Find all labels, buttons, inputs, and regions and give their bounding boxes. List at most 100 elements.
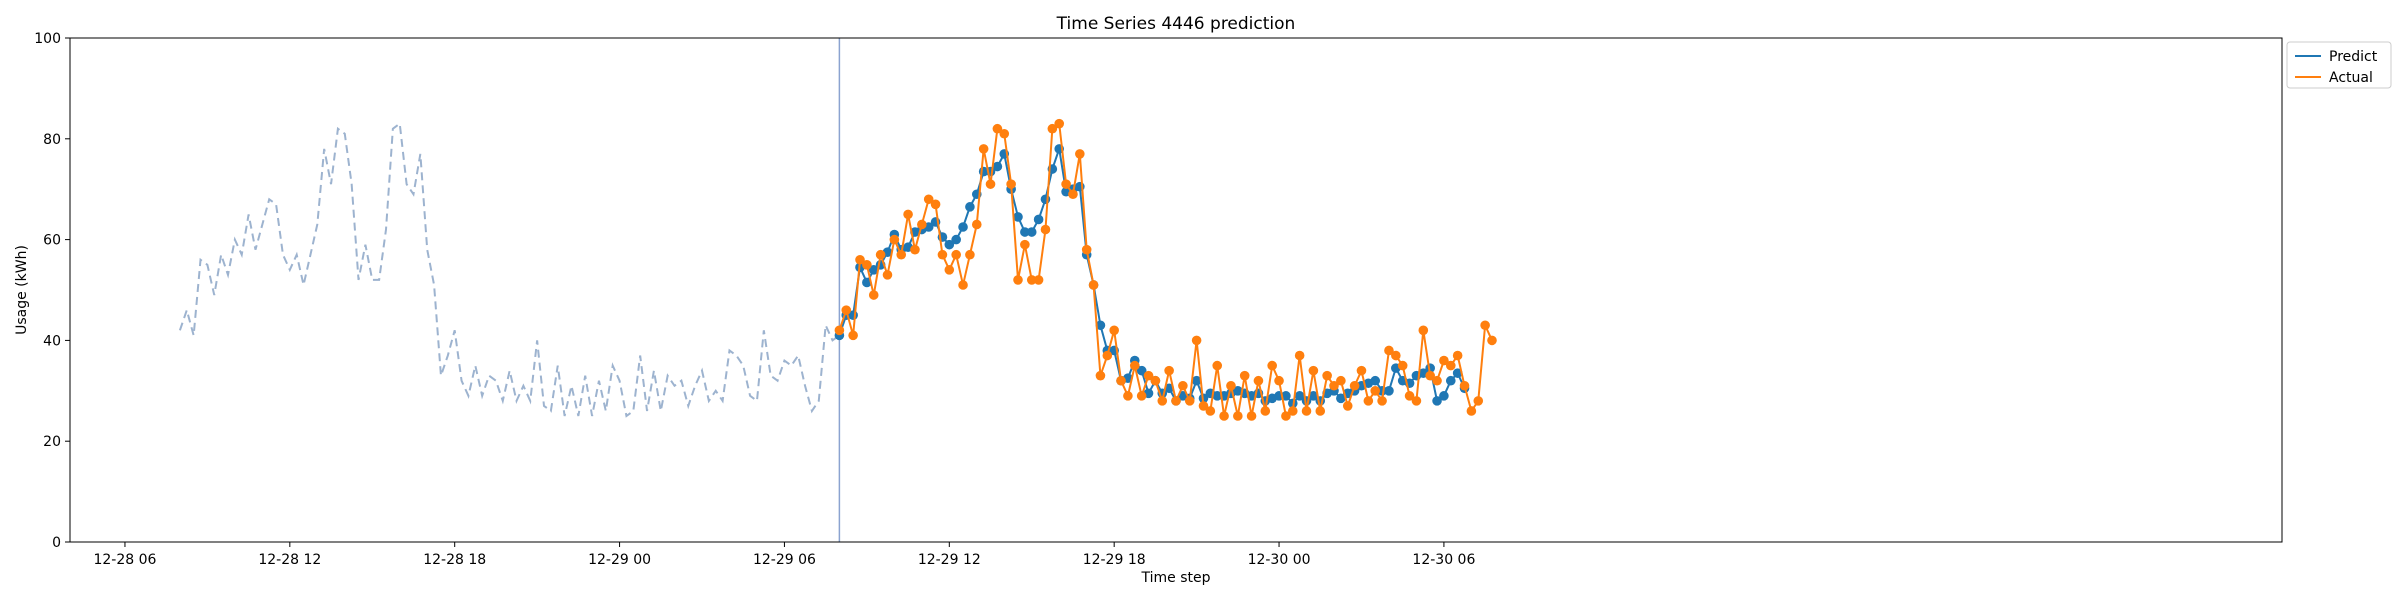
actual-point (1418, 325, 1429, 336)
x-tick-label: 12-29 06 (753, 552, 816, 568)
actual-point (834, 325, 845, 336)
actual-point (896, 249, 907, 260)
x-tick-label: 12-29 12 (918, 552, 981, 568)
y-tick-label: 20 (43, 434, 61, 450)
actual-point (930, 199, 941, 210)
actual-point (1136, 391, 1147, 401)
y-tick-label: 0 (52, 535, 61, 551)
x-tick-label: 12-29 00 (588, 552, 651, 568)
actual-point (1123, 391, 1133, 401)
actual-point (1233, 411, 1243, 421)
actual-point (1033, 275, 1044, 285)
predict-point (992, 161, 1003, 172)
predict-point (1370, 375, 1381, 386)
actual-point (1459, 380, 1470, 391)
actual-point (910, 244, 920, 255)
y-tick-label: 60 (43, 233, 61, 249)
actual-point (841, 305, 852, 315)
actual-point (937, 249, 948, 260)
actual-point (1129, 360, 1140, 371)
predict-point (1095, 320, 1106, 331)
actual-point (1432, 375, 1442, 386)
actual-point (1308, 365, 1319, 376)
actual-point (1349, 380, 1360, 391)
actual-point (1281, 411, 1291, 421)
legend: Predict Actual (2286, 41, 2392, 89)
actual-point (965, 249, 975, 260)
actual-point (1020, 239, 1030, 250)
actual-point (992, 123, 1003, 134)
actual-point (958, 280, 968, 290)
actual-point (1315, 406, 1326, 416)
actual-point (1061, 179, 1071, 189)
actual-point (1068, 189, 1078, 200)
predict-point (1033, 214, 1044, 225)
predict-point (1136, 365, 1147, 376)
predict-point (1336, 393, 1346, 404)
actual-point (1150, 375, 1161, 386)
actual-point (889, 234, 900, 245)
x-tick-label: 12-29 18 (1083, 552, 1146, 568)
actual-point (1157, 396, 1168, 406)
actual-point (1006, 179, 1016, 189)
y-tick-label: 40 (43, 333, 61, 349)
actual-point (1246, 411, 1257, 421)
actual-point (862, 260, 872, 270)
actual-point (1184, 396, 1195, 406)
y-tick-label: 80 (43, 132, 61, 148)
actual-point (1026, 275, 1037, 285)
actual-point (1274, 375, 1284, 386)
predict-point (1013, 212, 1023, 222)
predict-point (951, 234, 961, 245)
actual-point (1040, 224, 1051, 235)
actual-point (985, 179, 996, 189)
actual-point (903, 209, 913, 220)
actual-point (1143, 370, 1154, 381)
y-tick-label: 100 (34, 31, 61, 47)
predict-point (1026, 227, 1037, 237)
actual-point (1116, 375, 1126, 386)
plot-frame (69, 37, 2283, 543)
x-tick-label: 12-28 12 (258, 552, 321, 568)
actual-point (1205, 406, 1216, 416)
plot-background (70, 38, 2282, 542)
predict-point (1308, 391, 1319, 401)
predict-point (1439, 391, 1449, 401)
actual-point (951, 249, 961, 260)
predict-point (1020, 227, 1030, 237)
actual-point (1384, 345, 1394, 356)
predict-point (1281, 391, 1291, 401)
actual-point (1013, 275, 1023, 285)
actual-point (1171, 396, 1181, 406)
actual-point (1294, 350, 1305, 361)
actual-point (1301, 406, 1312, 416)
actual-point (1445, 360, 1456, 371)
actual-point (1336, 375, 1346, 386)
predict-point (1164, 383, 1174, 394)
predict-point (944, 239, 955, 250)
actual-point (917, 219, 927, 230)
actual-point (1198, 401, 1209, 411)
actual-point (1411, 396, 1422, 406)
predict-point (1384, 386, 1394, 396)
x-axis-label: Time step (1141, 570, 1211, 586)
predict-point (1452, 368, 1463, 378)
actual-point (1370, 386, 1381, 396)
history-line (178, 121, 840, 418)
x-tick-label: 12-28 06 (93, 552, 156, 568)
actual-point (1219, 411, 1229, 421)
actual-point (882, 270, 893, 280)
actual-point (848, 330, 858, 341)
actual-point (978, 144, 989, 154)
actual-point (1404, 391, 1415, 401)
y-axis-label: Usage (kWh) (14, 245, 30, 335)
legend-label-predict: Predict (2329, 49, 2378, 65)
actual-point (1102, 350, 1113, 361)
actual-point (1095, 370, 1106, 381)
axes-layer: 0 20 40 60 80 100 12-28 06 12-28 12 12-28 18 12-2… (34, 31, 2283, 568)
actual-point (1088, 280, 1099, 290)
actual-point (1267, 360, 1277, 371)
predict-point (1040, 194, 1051, 205)
actual-point (1452, 350, 1463, 361)
